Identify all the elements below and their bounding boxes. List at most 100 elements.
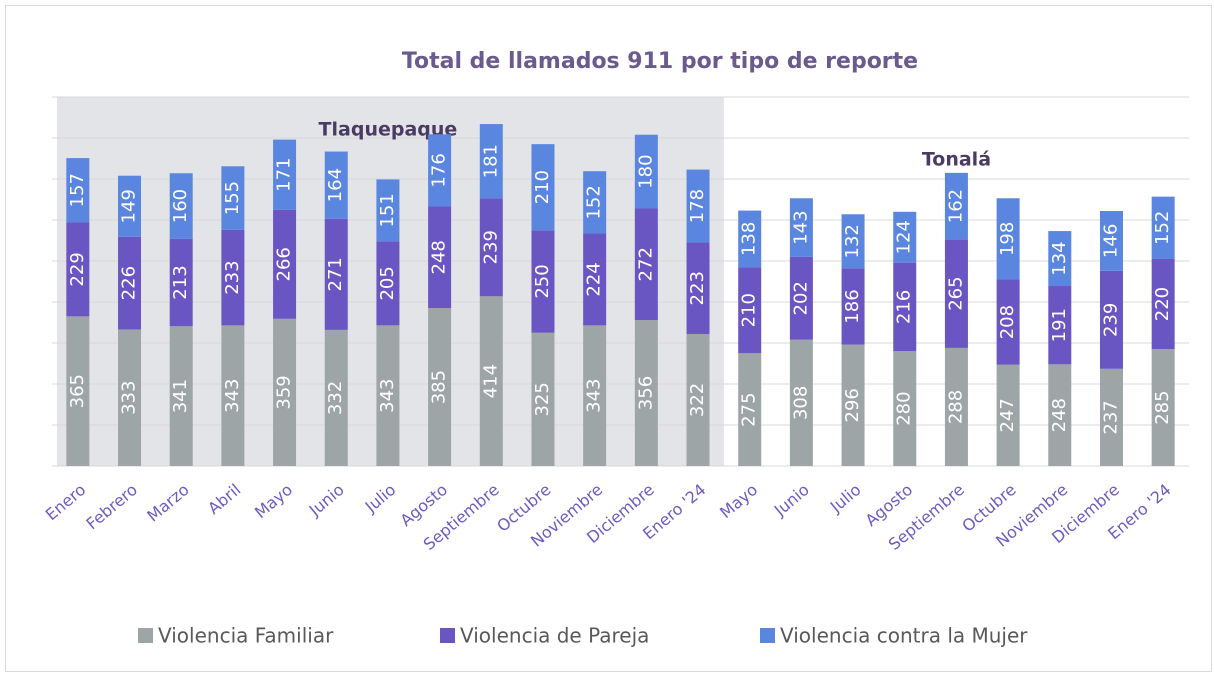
bar-segment — [118, 175, 142, 237]
value-label: 191 — [1049, 308, 1070, 342]
value-label: 152 — [584, 185, 605, 219]
value-label: 250 — [532, 264, 553, 298]
legend-swatch — [440, 628, 455, 643]
value-label: 160 — [170, 189, 191, 223]
bar-segment — [1151, 349, 1175, 466]
bar-segment — [273, 139, 297, 210]
value-label: 271 — [325, 257, 346, 291]
bar-segment — [428, 206, 452, 309]
legend-label: Violencia Familiar — [158, 624, 334, 648]
value-label: 132 — [842, 224, 863, 258]
value-label: 164 — [325, 168, 346, 202]
value-label: 288 — [945, 390, 966, 424]
value-label: 265 — [945, 276, 966, 310]
bar-segment — [686, 333, 710, 466]
value-label: 285 — [1152, 390, 1173, 424]
value-label: 341 — [170, 379, 191, 413]
value-label: 343 — [377, 379, 398, 413]
value-label: 322 — [687, 383, 708, 417]
value-label: 181 — [480, 144, 501, 178]
value-label: 186 — [842, 289, 863, 323]
bar-segment — [841, 344, 865, 466]
bar-segment — [273, 209, 297, 319]
bar-segment — [634, 134, 658, 209]
value-label: 162 — [945, 189, 966, 223]
bar-segment — [944, 239, 968, 348]
value-label: 414 — [480, 364, 501, 398]
bar-segment — [273, 318, 297, 466]
value-label: 226 — [119, 266, 140, 300]
value-label: 216 — [894, 290, 915, 324]
bar-segment — [996, 198, 1020, 280]
bar-segment — [789, 339, 813, 466]
bar-segment — [686, 169, 710, 243]
bar-segment — [221, 166, 245, 230]
bar-segment — [1099, 210, 1123, 271]
bar-segment — [376, 325, 400, 466]
value-label: 248 — [429, 240, 450, 274]
bar-segment — [841, 214, 865, 269]
bar-segment — [789, 198, 813, 257]
bar-segment — [531, 230, 555, 333]
bar-segment — [118, 236, 142, 330]
bar-segment — [686, 242, 710, 334]
value-label: 385 — [429, 370, 450, 404]
bar-segment — [66, 158, 90, 223]
value-label: 266 — [274, 247, 295, 281]
value-label: 178 — [687, 189, 708, 223]
value-label: 343 — [222, 379, 243, 413]
value-label: 146 — [1100, 224, 1121, 258]
bar-segment — [1099, 270, 1123, 369]
value-label: 280 — [894, 391, 915, 425]
group-label: Tonalá — [922, 149, 991, 171]
value-label: 176 — [429, 153, 450, 187]
bar-segment — [169, 173, 193, 239]
value-label: 208 — [997, 305, 1018, 339]
value-label: 205 — [377, 266, 398, 300]
bar-segment — [1048, 231, 1072, 287]
legend-label: Violencia de Pareja — [460, 624, 649, 648]
bar-segment — [634, 208, 658, 321]
bar-segment — [944, 347, 968, 466]
bar-segment — [583, 171, 607, 234]
value-label: 149 — [119, 189, 140, 223]
value-label: 213 — [170, 265, 191, 299]
bar-segment — [531, 144, 555, 231]
legend-swatch — [138, 628, 153, 643]
value-label: 233 — [222, 260, 243, 294]
value-label: 155 — [222, 181, 243, 215]
value-label: 248 — [1049, 398, 1070, 432]
bar-segment — [1048, 364, 1072, 466]
value-label: 210 — [532, 170, 553, 204]
bar-segment — [169, 326, 193, 466]
value-label: 272 — [635, 247, 656, 281]
legend-label: Violencia contra la Mujer — [780, 624, 1028, 648]
group-label: Tlaquepaque — [319, 119, 458, 141]
bar-segment — [221, 325, 245, 466]
bar-segment — [1151, 258, 1175, 350]
value-label: 152 — [1152, 211, 1173, 245]
value-label: 325 — [532, 382, 553, 416]
value-label: 223 — [687, 271, 708, 305]
bar-segment — [944, 172, 968, 240]
bar-segment — [221, 229, 245, 326]
bar-segment — [324, 329, 348, 466]
bar-segment — [479, 124, 503, 199]
bar-segment — [376, 179, 400, 242]
value-label: 198 — [997, 222, 1018, 256]
chart-title: Total de llamados 911 por tipo de report… — [402, 49, 918, 74]
value-label: 365 — [67, 374, 88, 408]
bar-segment — [118, 329, 142, 466]
bar-segment — [789, 256, 813, 340]
bar-segment — [738, 267, 762, 354]
bar-segment — [893, 211, 917, 263]
value-label: 229 — [67, 252, 88, 286]
value-label: 359 — [274, 375, 295, 409]
value-label: 343 — [584, 379, 605, 413]
value-label: 138 — [739, 222, 760, 256]
bar-segment — [531, 332, 555, 466]
bar-segment — [428, 134, 452, 207]
value-label: 151 — [377, 193, 398, 227]
bar-segment — [66, 316, 90, 466]
